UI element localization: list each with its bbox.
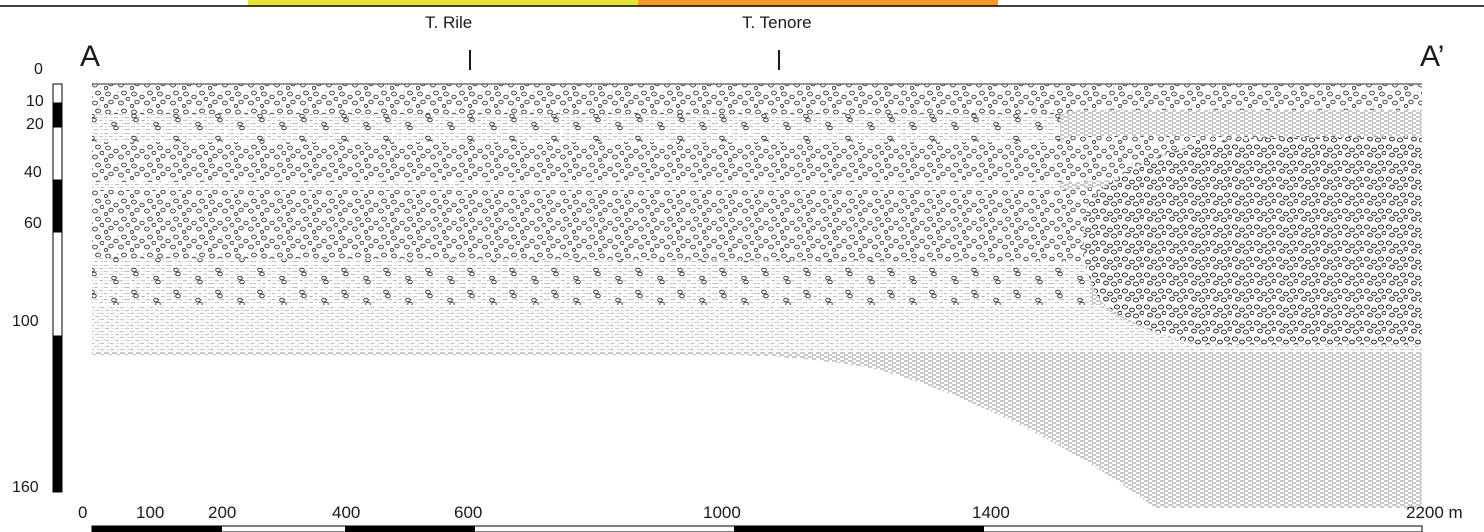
gravel-lens-east <box>1083 136 1422 345</box>
distance-tick-label: 2200 m <box>1406 503 1463 522</box>
distance-scale-bar <box>91 525 1423 532</box>
silt-layer <box>92 305 1422 352</box>
depth-scale-segment <box>52 126 63 181</box>
stream-label-rile: T. Rile <box>425 13 473 32</box>
upper-gravel-layer <box>92 84 1422 114</box>
section-body <box>92 83 1422 508</box>
depth-scale-segment <box>52 179 63 233</box>
distance-tick-label: 1400 <box>972 503 1010 522</box>
lower-silty-gravel-layer <box>92 258 1090 305</box>
depth-scale-segment <box>52 102 63 128</box>
depth-scale-segment <box>52 231 63 337</box>
depth-scale-bar <box>52 83 63 493</box>
depth-scale-segment <box>52 335 63 493</box>
depth-tick-label: 160 <box>12 479 39 496</box>
distance-tick-label: 200 <box>208 503 237 522</box>
distance-tick-label: 100 <box>136 503 165 522</box>
depth-tick-label: 60 <box>24 215 42 232</box>
silt-parting <box>92 182 1060 190</box>
distance-tick-label: 400 <box>332 503 361 522</box>
section-start-label: A <box>80 40 101 73</box>
distance-tick-label: 1000 <box>703 503 741 522</box>
depth-tick-label: 100 <box>12 313 39 330</box>
stream-label-tenore: T. Tenore <box>742 13 812 32</box>
distance-tick-label: 0 <box>78 503 88 522</box>
depth-tick-label: 10 <box>26 93 44 110</box>
top-map-strip <box>0 0 1484 7</box>
distance-tick-label: 600 <box>454 503 483 522</box>
depth-tick-label: 0 <box>34 61 43 78</box>
depth-tick-label: 20 <box>26 116 44 133</box>
middle-gravel-layer <box>92 136 1422 182</box>
depth-scale-segment <box>52 83 63 104</box>
upper-silty-gravel-layer <box>92 114 1060 142</box>
section-end-label: A’ <box>1420 40 1445 73</box>
depth-tick-label: 40 <box>24 164 42 181</box>
